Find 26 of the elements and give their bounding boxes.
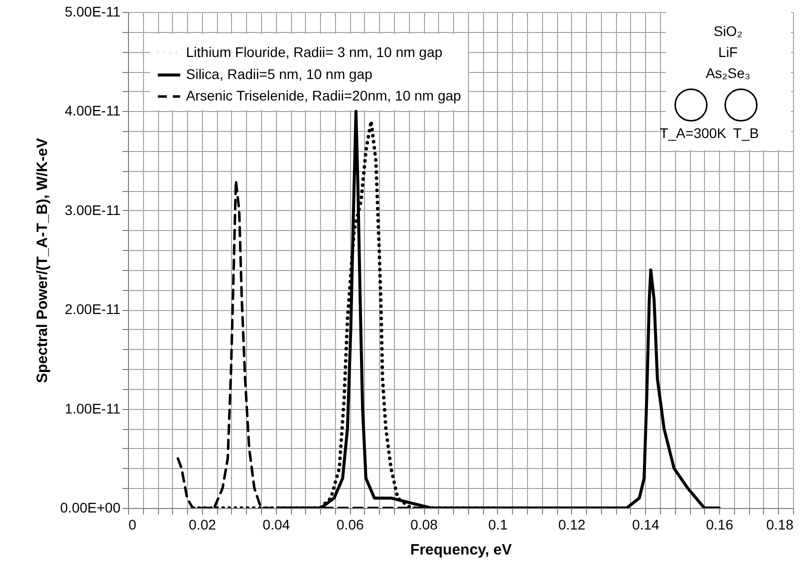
annotation: T_B	[733, 125, 759, 141]
x-tick-label: 0.04	[262, 516, 290, 532]
x-tick-label: 0.06	[336, 516, 364, 532]
y-axis-title: Spectral Power/(T_A-T_B), W/K-eV	[34, 138, 52, 384]
y-tick-label: 4.00E-11	[64, 102, 121, 119]
legend-label: Silica, Radii=5 nm, 10 nm gap	[186, 66, 373, 82]
annotation: As₂Se₃	[706, 65, 750, 81]
y-tick-label: 2.00E-11	[64, 301, 121, 318]
x-tick-label: 0.1	[488, 516, 508, 532]
x-tick-label: 0.16	[706, 516, 734, 532]
y-tick-label: 3.00E-11	[64, 202, 121, 218]
x-tick-label: 0	[128, 516, 136, 532]
annotation: LiF	[718, 44, 738, 60]
x-tick-label: 0.14	[632, 516, 660, 532]
y-tick-label: 5.00E-11	[64, 4, 121, 20]
legend-label: Arsenic Triselenide, Radii=20nm, 10 nm gap	[186, 88, 462, 104]
x-tick-label: 0.18	[766, 516, 794, 532]
annotation: T_A=300K	[660, 125, 727, 141]
x-tick-label: 0.12	[558, 516, 586, 532]
legend-label: Lithium Flouride, Radii= 3 nm, 10 nm gap	[186, 44, 443, 60]
x-axis-title: Frequency, eV	[410, 542, 512, 558]
annotation: SiO₂	[714, 23, 742, 39]
x-tick-label: 0.02	[188, 516, 216, 532]
y-tick-label: 1.00E-11	[64, 400, 121, 416]
y-tick-label: 0.00E+00	[60, 500, 121, 516]
x-tick-label: 0.08	[410, 516, 438, 532]
